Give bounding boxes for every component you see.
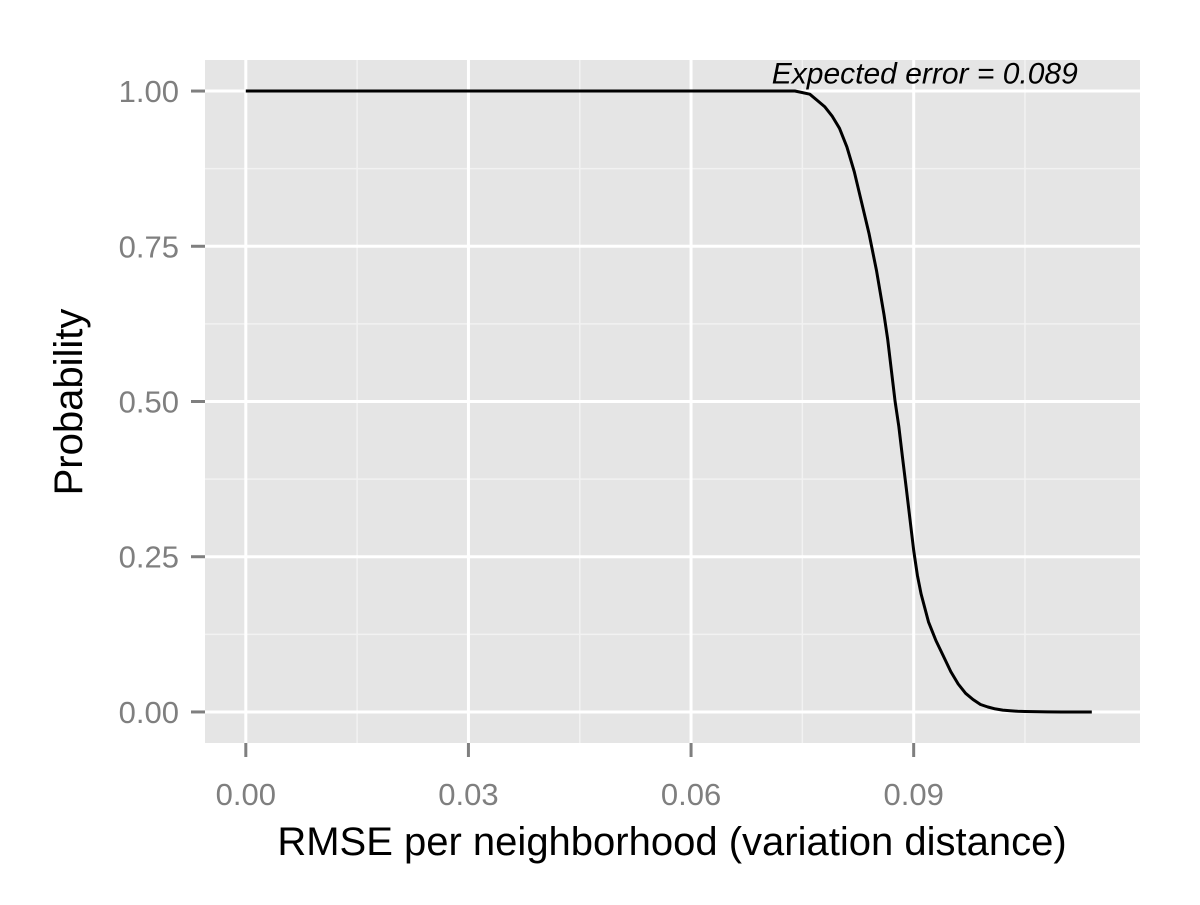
tick-labels: 0.00 0.25 0.50 0.75 1.00 0.00 0.03 0.06 0.09 bbox=[119, 74, 944, 812]
x-tick-label: 0.03 bbox=[438, 777, 498, 812]
x-tick-label: 0.00 bbox=[216, 777, 276, 812]
expected-error-annotation: Expected error = 0.089 bbox=[772, 58, 1078, 91]
major-grid bbox=[205, 60, 1140, 743]
y-tick-label: 0.00 bbox=[119, 695, 179, 730]
series-layer bbox=[245, 89, 1092, 714]
x-tick-label: 0.09 bbox=[883, 777, 943, 812]
y-axis-title: Probability bbox=[47, 309, 91, 496]
y-tick-label: 1.00 bbox=[119, 74, 179, 109]
probability-curve bbox=[245, 89, 1092, 714]
y-tick-label: 0.75 bbox=[119, 229, 179, 264]
axis-ticks bbox=[191, 89, 916, 757]
y-tick-label: 0.25 bbox=[119, 540, 179, 575]
x-axis-title: RMSE per neighborhood (variation distanc… bbox=[277, 820, 1066, 864]
x-tick-label: 0.06 bbox=[661, 777, 721, 812]
y-tick-label: 0.50 bbox=[119, 385, 179, 420]
